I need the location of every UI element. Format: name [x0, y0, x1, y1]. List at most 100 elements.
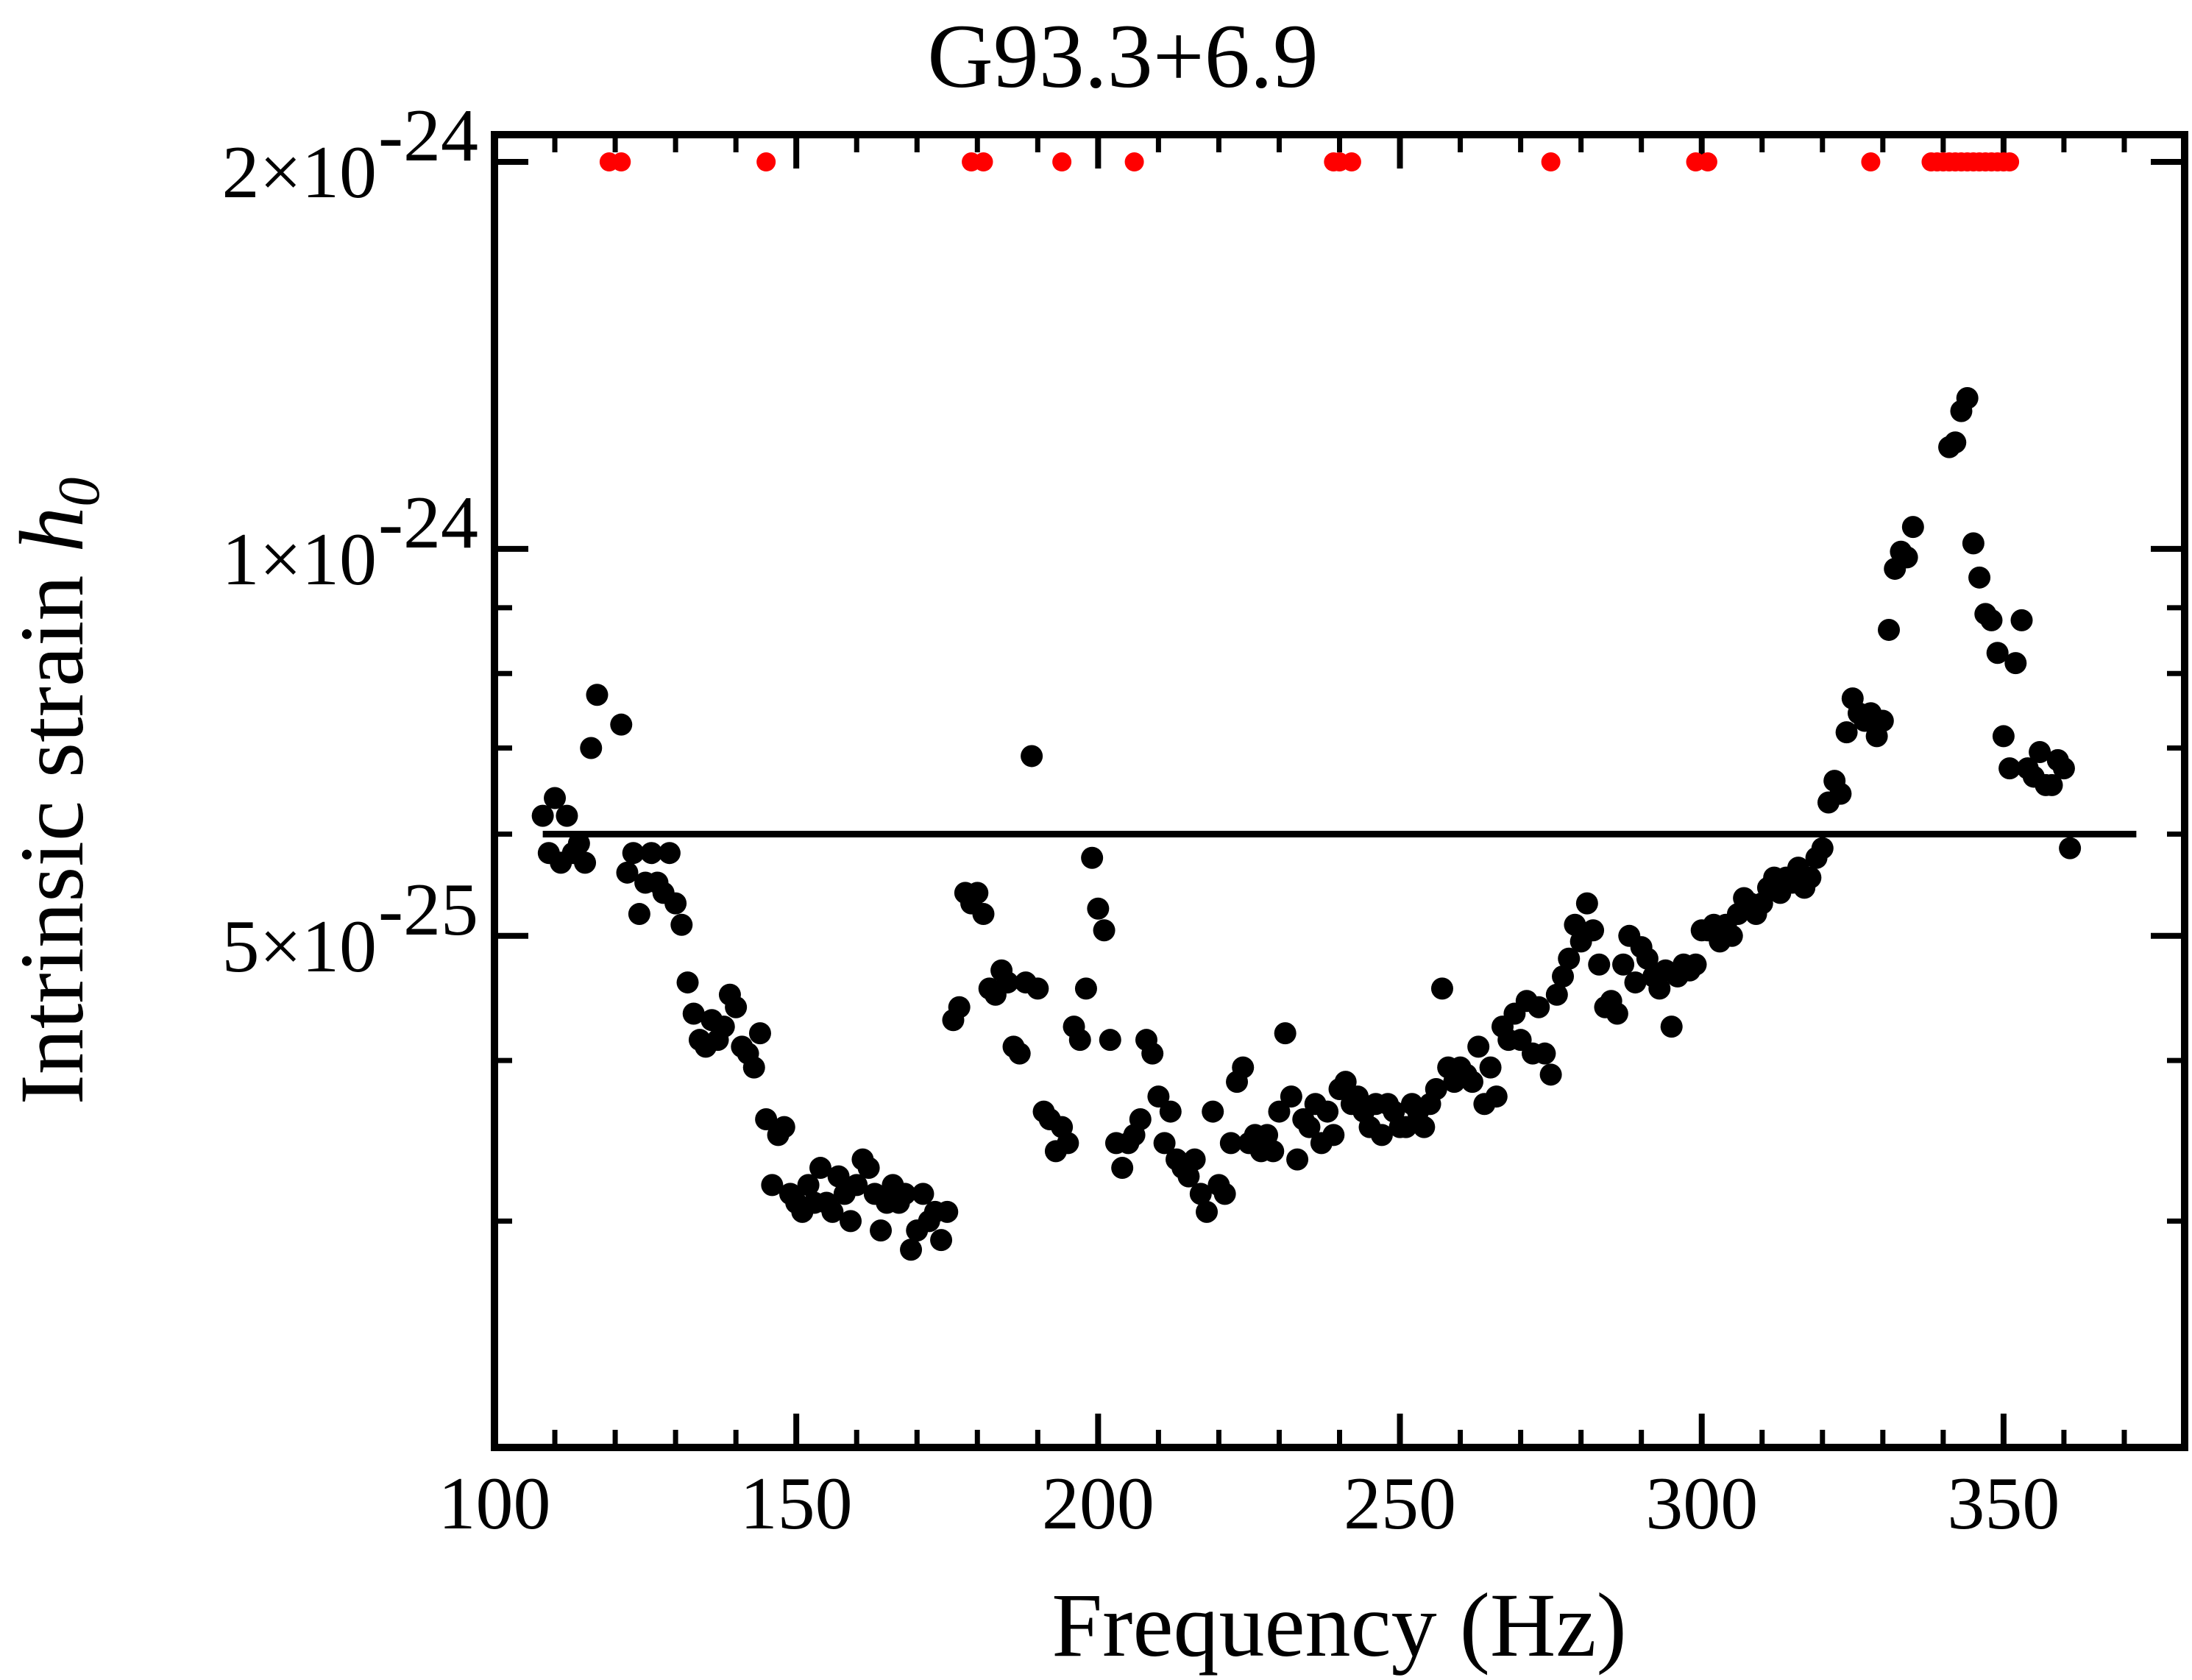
black-data-point	[1298, 1116, 1321, 1138]
black-data-point	[1895, 546, 1918, 569]
y-axis-title: Intrinsic strain h0	[1, 478, 112, 1105]
black-data-point	[1322, 1124, 1345, 1146]
black-data-point	[574, 851, 597, 874]
black-data-point	[1871, 709, 1894, 732]
y-axis-title-symbol: h	[1, 507, 102, 553]
black-data-point	[556, 804, 578, 827]
black-data-point	[725, 996, 748, 1018]
black-data-point	[1093, 919, 1115, 942]
black-data-point	[1316, 1100, 1339, 1123]
red-data-point	[973, 152, 993, 172]
black-data-point	[1213, 1183, 1236, 1205]
black-data-point	[996, 971, 1019, 994]
black-data-point	[616, 861, 639, 884]
black-data-point	[1998, 757, 2021, 780]
red-data-point	[2000, 152, 2020, 172]
black-data-point	[948, 996, 971, 1018]
black-data-point	[1370, 1124, 1393, 1146]
black-data-point	[1159, 1100, 1182, 1123]
black-data-point	[893, 1183, 916, 1205]
black-data-point	[1835, 721, 1858, 744]
black-data-point	[821, 1200, 844, 1223]
black-data-point	[1068, 1029, 1091, 1052]
black-data-point	[840, 1210, 862, 1233]
black-data-point	[1008, 1042, 1031, 1065]
black-data-point	[2029, 740, 2051, 763]
y-tick-exponent: -25	[378, 868, 478, 951]
black-data-point	[1636, 947, 1659, 970]
black-data-point	[1153, 1132, 1176, 1155]
red-data-point	[1861, 152, 1881, 172]
black-data-point	[827, 1165, 850, 1188]
black-data-point	[1582, 919, 1605, 942]
black-data-point	[640, 842, 663, 865]
red-data-point	[756, 152, 776, 172]
black-data-point	[1539, 1063, 1562, 1086]
black-data-point	[870, 1219, 893, 1242]
x-tick-label: 100	[439, 1462, 551, 1545]
black-data-point	[664, 892, 687, 915]
black-data-point	[2010, 609, 2033, 631]
black-data-point	[531, 804, 554, 827]
black-data-point	[1274, 1022, 1297, 1045]
black-data-point	[1280, 1085, 1302, 1108]
black-data-point	[1081, 846, 1104, 869]
black-data-point	[1219, 1132, 1242, 1155]
black-data-point	[966, 882, 989, 904]
y-axis-title-group: Intrinsic strain h0	[1, 478, 112, 1105]
black-data-point	[1878, 618, 1901, 641]
black-data-point	[1575, 892, 1598, 915]
black-data-point	[567, 832, 590, 855]
black-data-point	[1394, 1116, 1417, 1138]
black-data-point	[1129, 1108, 1152, 1131]
black-data-point	[670, 913, 693, 936]
x-tick-label: 300	[1645, 1462, 1758, 1545]
black-data-point	[1606, 1002, 1628, 1025]
black-data-point	[1057, 1132, 1079, 1155]
black-data-point	[1183, 1148, 1206, 1171]
black-data-point	[900, 1238, 923, 1261]
x-tick-labels: 100 150 200 250 300 350	[439, 1462, 2060, 1545]
black-data-point	[586, 684, 609, 706]
black-data-point	[1461, 1071, 1483, 1094]
black-data-point	[1177, 1165, 1200, 1188]
black-data-point	[1558, 947, 1581, 970]
black-data-point	[1232, 1056, 1255, 1079]
black-data-point	[1684, 953, 1707, 976]
red-data-point	[1052, 152, 1072, 172]
black-data-point	[1992, 725, 2015, 748]
data-points	[531, 152, 2082, 1261]
black-data-point	[1624, 971, 1647, 994]
black-data-point	[2040, 773, 2063, 796]
y-tick-labels: 5×10 -251×10 -242×10 -24	[221, 94, 478, 988]
black-data-point	[580, 737, 603, 759]
black-data-point	[748, 1022, 771, 1045]
x-tick-label: 200	[1042, 1462, 1154, 1545]
black-data-point	[797, 1174, 820, 1197]
black-data-point	[1074, 977, 1097, 1000]
black-data-point	[1588, 953, 1611, 976]
black-data-point	[1141, 1042, 1164, 1065]
red-data-point	[1124, 152, 1144, 172]
black-data-point	[2059, 837, 2082, 860]
black-data-point	[1799, 866, 1822, 889]
black-data-point	[1026, 977, 1049, 1000]
black-data-point	[1545, 983, 1568, 1006]
black-data-point	[1087, 897, 1110, 920]
black-data-point	[1648, 977, 1671, 1000]
black-data-point	[1413, 1116, 1436, 1138]
red-data-point	[611, 152, 631, 172]
black-data-point	[755, 1108, 778, 1131]
black-data-point	[936, 1200, 959, 1223]
black-data-point	[1467, 1035, 1490, 1058]
black-data-point	[1980, 609, 2003, 631]
black-data-point	[1147, 1085, 1170, 1108]
red-data-point	[1698, 152, 1717, 172]
black-data-point	[1829, 782, 1852, 805]
y-tick-exponent: -24	[378, 94, 478, 177]
black-data-point	[1485, 1085, 1508, 1108]
black-data-point	[1720, 924, 1743, 947]
plot-frame	[491, 131, 2188, 1451]
black-data-point	[658, 842, 681, 865]
black-data-point	[1968, 566, 1991, 589]
